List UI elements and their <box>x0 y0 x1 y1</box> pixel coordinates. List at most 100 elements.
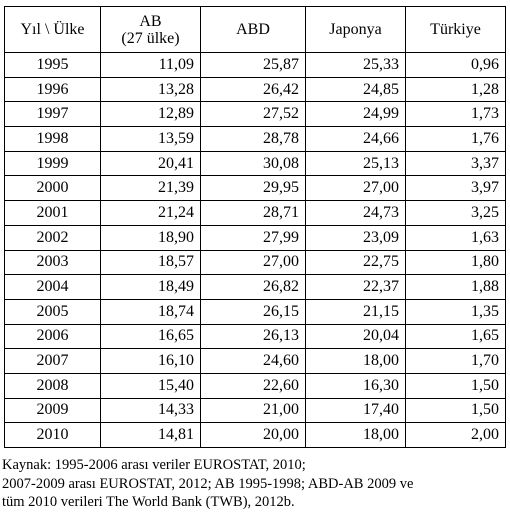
value-cell: 21,00 <box>200 397 306 424</box>
value-cell: 2,00 <box>405 422 506 448</box>
year-cell: 2002 <box>4 224 101 251</box>
value-cell: 16,30 <box>305 372 406 399</box>
year-cell: 2004 <box>4 274 101 300</box>
table-row: 2005 18,74 26,15 21,15 1,35 <box>4 298 506 325</box>
year-cell: 2000 <box>4 175 101 202</box>
value-cell: 26,13 <box>200 323 306 350</box>
year-cell: 2008 <box>4 372 101 399</box>
year-cell: 2005 <box>4 298 101 325</box>
value-cell: 1,35 <box>405 298 506 325</box>
value-cell: 0,96 <box>405 52 506 78</box>
note-line: 2007-2009 arası EUROSTAT, 2012; AB 1995-… <box>2 475 414 492</box>
table-row: 1995 11,09 25,87 25,33 0,96 <box>4 52 506 78</box>
value-cell: 26,15 <box>200 298 306 325</box>
value-cell: 17,40 <box>305 397 406 424</box>
table-row: 2010 14,81 20,00 18,00 2,00 <box>4 422 506 448</box>
value-cell: 15,40 <box>100 372 201 399</box>
value-cell: 14,33 <box>100 397 201 424</box>
value-cell: 26,82 <box>200 274 306 300</box>
header-row: Yıl \ Ülke AB (27 ülke) ABD Japonya Türkiye <box>4 6 506 53</box>
value-cell: 24,66 <box>305 126 406 152</box>
value-cell: 30,08 <box>200 150 306 177</box>
value-cell: 18,57 <box>100 249 201 276</box>
year-cell: 2007 <box>4 348 101 374</box>
year-cell: 2006 <box>4 323 101 350</box>
value-cell: 16,10 <box>100 348 201 374</box>
data-table: Yıl \ Ülke AB (27 ülke) ABD Japonya Türkiye … <box>4 6 506 448</box>
table-row: 2000 21,39 29,95 27,00 3,97 <box>4 175 506 202</box>
value-cell: 23,09 <box>305 224 406 251</box>
value-cell: 25,33 <box>305 52 406 78</box>
value-cell: 1,65 <box>405 323 506 350</box>
value-cell: 27,00 <box>200 249 306 276</box>
value-cell: 13,59 <box>100 126 201 152</box>
value-cell: 24,85 <box>305 76 406 103</box>
table-row: 1996 13,28 26,42 24,85 1,28 <box>4 76 506 103</box>
value-cell: 22,37 <box>305 274 406 300</box>
header-cell: AB (27 ülke) <box>100 6 201 53</box>
value-cell: 24,99 <box>305 101 406 128</box>
header-cell: Japonya <box>305 6 406 53</box>
value-cell: 20,41 <box>100 150 201 177</box>
table-row: 1998 13,59 28,78 24,66 1,76 <box>4 126 506 152</box>
value-cell: 21,15 <box>305 298 406 325</box>
value-cell: 27,52 <box>200 101 306 128</box>
value-cell: 18,00 <box>305 348 406 374</box>
table-row: 1997 12,89 27,52 24,99 1,73 <box>4 101 506 128</box>
value-cell: 26,42 <box>200 76 306 103</box>
value-cell: 29,95 <box>200 175 306 202</box>
header-cell: Yıl \ Ülke <box>4 6 101 53</box>
value-cell: 25,13 <box>305 150 406 177</box>
year-cell: 2010 <box>4 422 101 448</box>
value-cell: 1,70 <box>405 348 506 374</box>
value-cell: 22,75 <box>305 249 406 276</box>
value-cell: 18,00 <box>305 422 406 448</box>
value-cell: 3,97 <box>405 175 506 202</box>
value-cell: 25,87 <box>200 52 306 78</box>
value-cell: 1,50 <box>405 372 506 399</box>
value-cell: 20,04 <box>305 323 406 350</box>
value-cell: 1,50 <box>405 397 506 424</box>
table-row: 2002 18,90 27,99 23,09 1,63 <box>4 224 506 251</box>
year-cell: 1997 <box>4 101 101 128</box>
value-cell: 28,71 <box>200 200 306 226</box>
value-cell: 1,63 <box>405 224 506 251</box>
value-cell: 16,65 <box>100 323 201 350</box>
table-row: 2007 16,10 24,60 18,00 1,70 <box>4 348 506 374</box>
value-cell: 28,78 <box>200 126 306 152</box>
table-row: 1999 20,41 30,08 25,13 3,37 <box>4 150 506 177</box>
value-cell: 24,60 <box>200 348 306 374</box>
value-cell: 24,73 <box>305 200 406 226</box>
value-cell: 18,49 <box>100 274 201 300</box>
value-cell: 21,24 <box>100 200 201 226</box>
value-cell: 27,00 <box>305 175 406 202</box>
value-cell: 13,28 <box>100 76 201 103</box>
year-cell: 2001 <box>4 200 101 226</box>
table-row: 2001 21,24 28,71 24,73 3,25 <box>4 200 506 226</box>
source-note: Kaynak: 1995-2006 arası veriler EUROSTAT… <box>2 456 413 512</box>
value-cell: 18,90 <box>100 224 201 251</box>
value-cell: 14,81 <box>100 422 201 448</box>
value-cell: 27,99 <box>200 224 306 251</box>
year-cell: 1999 <box>4 150 101 177</box>
table-row: 2006 16,65 26,13 20,04 1,65 <box>4 323 506 350</box>
value-cell: 1,76 <box>405 126 506 152</box>
value-cell: 1,73 <box>405 101 506 128</box>
value-cell: 20,00 <box>200 422 306 448</box>
note-line: Kaynak: 1995-2006 arası veriler EUROSTAT… <box>2 457 306 473</box>
value-cell: 21,39 <box>100 175 201 202</box>
note-line: tüm 2010 verileri The World Bank (TWB), … <box>2 494 295 510</box>
year-cell: 1998 <box>4 126 101 152</box>
value-cell: 12,89 <box>100 101 201 128</box>
value-cell: 1,88 <box>405 274 506 300</box>
year-cell: 1996 <box>4 76 101 103</box>
value-cell: 22,60 <box>200 372 306 399</box>
value-cell: 11,09 <box>100 52 201 78</box>
year-cell: 1995 <box>4 52 101 78</box>
header-cell: Türkiye <box>405 6 506 53</box>
year-cell: 2009 <box>4 397 101 424</box>
year-cell: 2003 <box>4 249 101 276</box>
value-cell: 3,25 <box>405 200 506 226</box>
table-row: 2004 18,49 26,82 22,37 1,88 <box>4 274 506 300</box>
